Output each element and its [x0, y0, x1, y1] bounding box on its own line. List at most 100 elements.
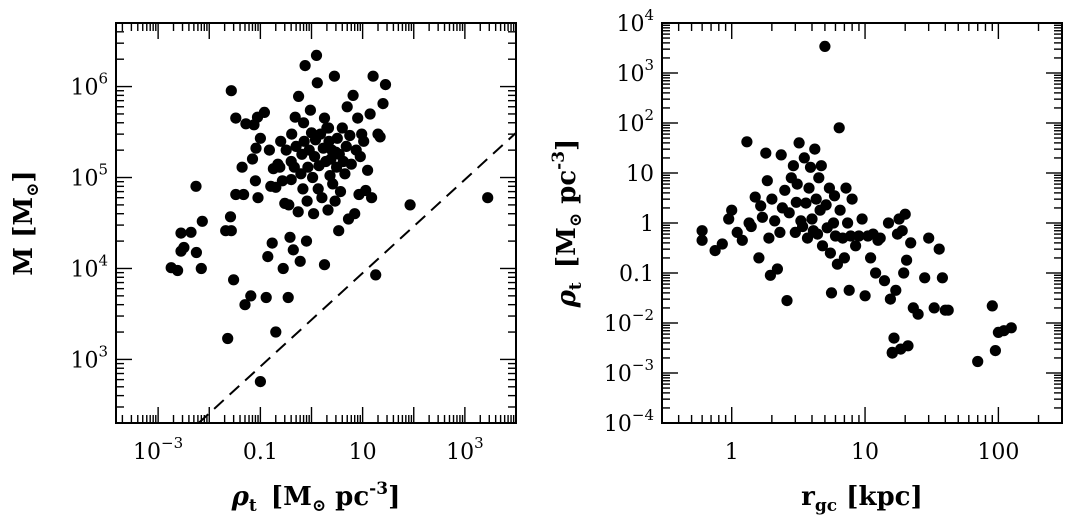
data-point	[850, 240, 862, 252]
data-point	[274, 161, 286, 173]
data-point	[890, 284, 902, 296]
data-point	[942, 304, 954, 316]
data-point	[322, 122, 335, 134]
data-point	[222, 332, 234, 345]
data-point	[358, 135, 370, 147]
data-point	[833, 122, 845, 134]
x-tick-label: 10	[349, 440, 377, 465]
data-point	[928, 302, 940, 314]
data-point	[810, 193, 822, 205]
data-point	[1005, 322, 1017, 334]
y-tick-label: 106	[70, 70, 108, 101]
y-tick-label: 102	[616, 106, 654, 137]
data-point	[843, 284, 855, 296]
data-point	[804, 161, 817, 173]
data-point	[224, 211, 237, 223]
data-point	[896, 225, 908, 237]
data-point	[824, 247, 837, 259]
data-point	[190, 180, 202, 192]
data-point	[377, 98, 389, 110]
left-x-tick-labels: 10−3 0.1 10 103	[133, 434, 484, 465]
data-point	[263, 144, 275, 156]
left-panel: 10−3 0.1 10 103 103 104 105 106 ρt [M⊙ pc-3] M …	[9, 22, 517, 516]
data-point	[882, 217, 895, 229]
data-point	[304, 104, 316, 116]
x-tick-label: 10−3	[133, 434, 183, 465]
data-point	[760, 147, 772, 159]
data-point	[333, 225, 345, 237]
data-point	[331, 132, 343, 144]
data-point	[254, 376, 266, 388]
data-point	[329, 195, 341, 207]
data-point	[285, 174, 297, 186]
data-point	[898, 267, 910, 279]
data-point	[307, 171, 319, 184]
data-point	[339, 168, 351, 180]
data-point	[716, 238, 728, 250]
data-point	[884, 293, 897, 305]
data-point	[341, 101, 353, 113]
right-plot-frame	[661, 22, 1063, 424]
data-point	[842, 217, 854, 229]
data-point	[834, 204, 846, 216]
data-point	[283, 199, 295, 211]
data-point	[819, 40, 831, 53]
right-x-tick-labels: 1 10 100	[725, 440, 1020, 465]
data-point	[749, 191, 761, 203]
data-point	[865, 252, 877, 264]
data-point	[756, 211, 769, 223]
data-point	[318, 112, 331, 124]
data-point	[753, 252, 765, 264]
data-point	[775, 149, 787, 161]
data-point	[986, 300, 998, 312]
right-x-axis-label: rgc [kpc]	[801, 482, 923, 516]
data-point	[277, 262, 289, 275]
data-point	[345, 158, 357, 170]
data-point	[239, 299, 251, 311]
data-point	[888, 332, 900, 344]
y-tick-label: 10−3	[604, 356, 654, 387]
data-point	[249, 175, 261, 187]
data-point	[766, 193, 778, 205]
right-y-tick-labels: 10−4 10−3 10−2 0.1 1 10 102 103 104	[604, 6, 654, 437]
left-plot-frame	[115, 22, 517, 424]
data-point	[327, 178, 339, 190]
data-point	[803, 182, 815, 194]
data-point	[195, 262, 207, 275]
data-point	[874, 232, 886, 244]
data-point	[282, 291, 294, 304]
y-tick-label: 104	[70, 251, 108, 282]
data-point	[853, 230, 865, 242]
data-point	[870, 267, 882, 279]
data-point	[774, 226, 786, 238]
data-point	[225, 225, 237, 237]
data-point	[972, 355, 984, 368]
data-point	[815, 160, 827, 172]
data-point	[299, 60, 311, 72]
data-point	[349, 208, 361, 220]
data-point	[769, 215, 781, 227]
data-point	[793, 137, 805, 149]
left-y-axis-label: M [M⊙]	[9, 170, 43, 275]
y-tick-label: 104	[616, 6, 654, 37]
data-point	[290, 140, 302, 152]
data-point	[236, 161, 248, 173]
y-tick-label: 103	[70, 342, 108, 373]
data-point	[741, 136, 753, 148]
data-point	[230, 112, 242, 124]
data-point	[745, 220, 757, 233]
data-point	[284, 231, 296, 243]
data-point	[238, 188, 250, 201]
data-point	[309, 151, 321, 163]
data-point	[295, 168, 307, 180]
data-point	[763, 232, 775, 244]
data-point	[905, 237, 917, 249]
data-point	[933, 243, 945, 255]
data-point	[379, 79, 392, 91]
y-tick-label: 10−4	[604, 406, 654, 437]
data-point	[723, 213, 735, 225]
data-point	[230, 188, 242, 201]
data-point	[262, 251, 274, 263]
data-point	[366, 192, 378, 204]
data-point	[322, 204, 334, 216]
